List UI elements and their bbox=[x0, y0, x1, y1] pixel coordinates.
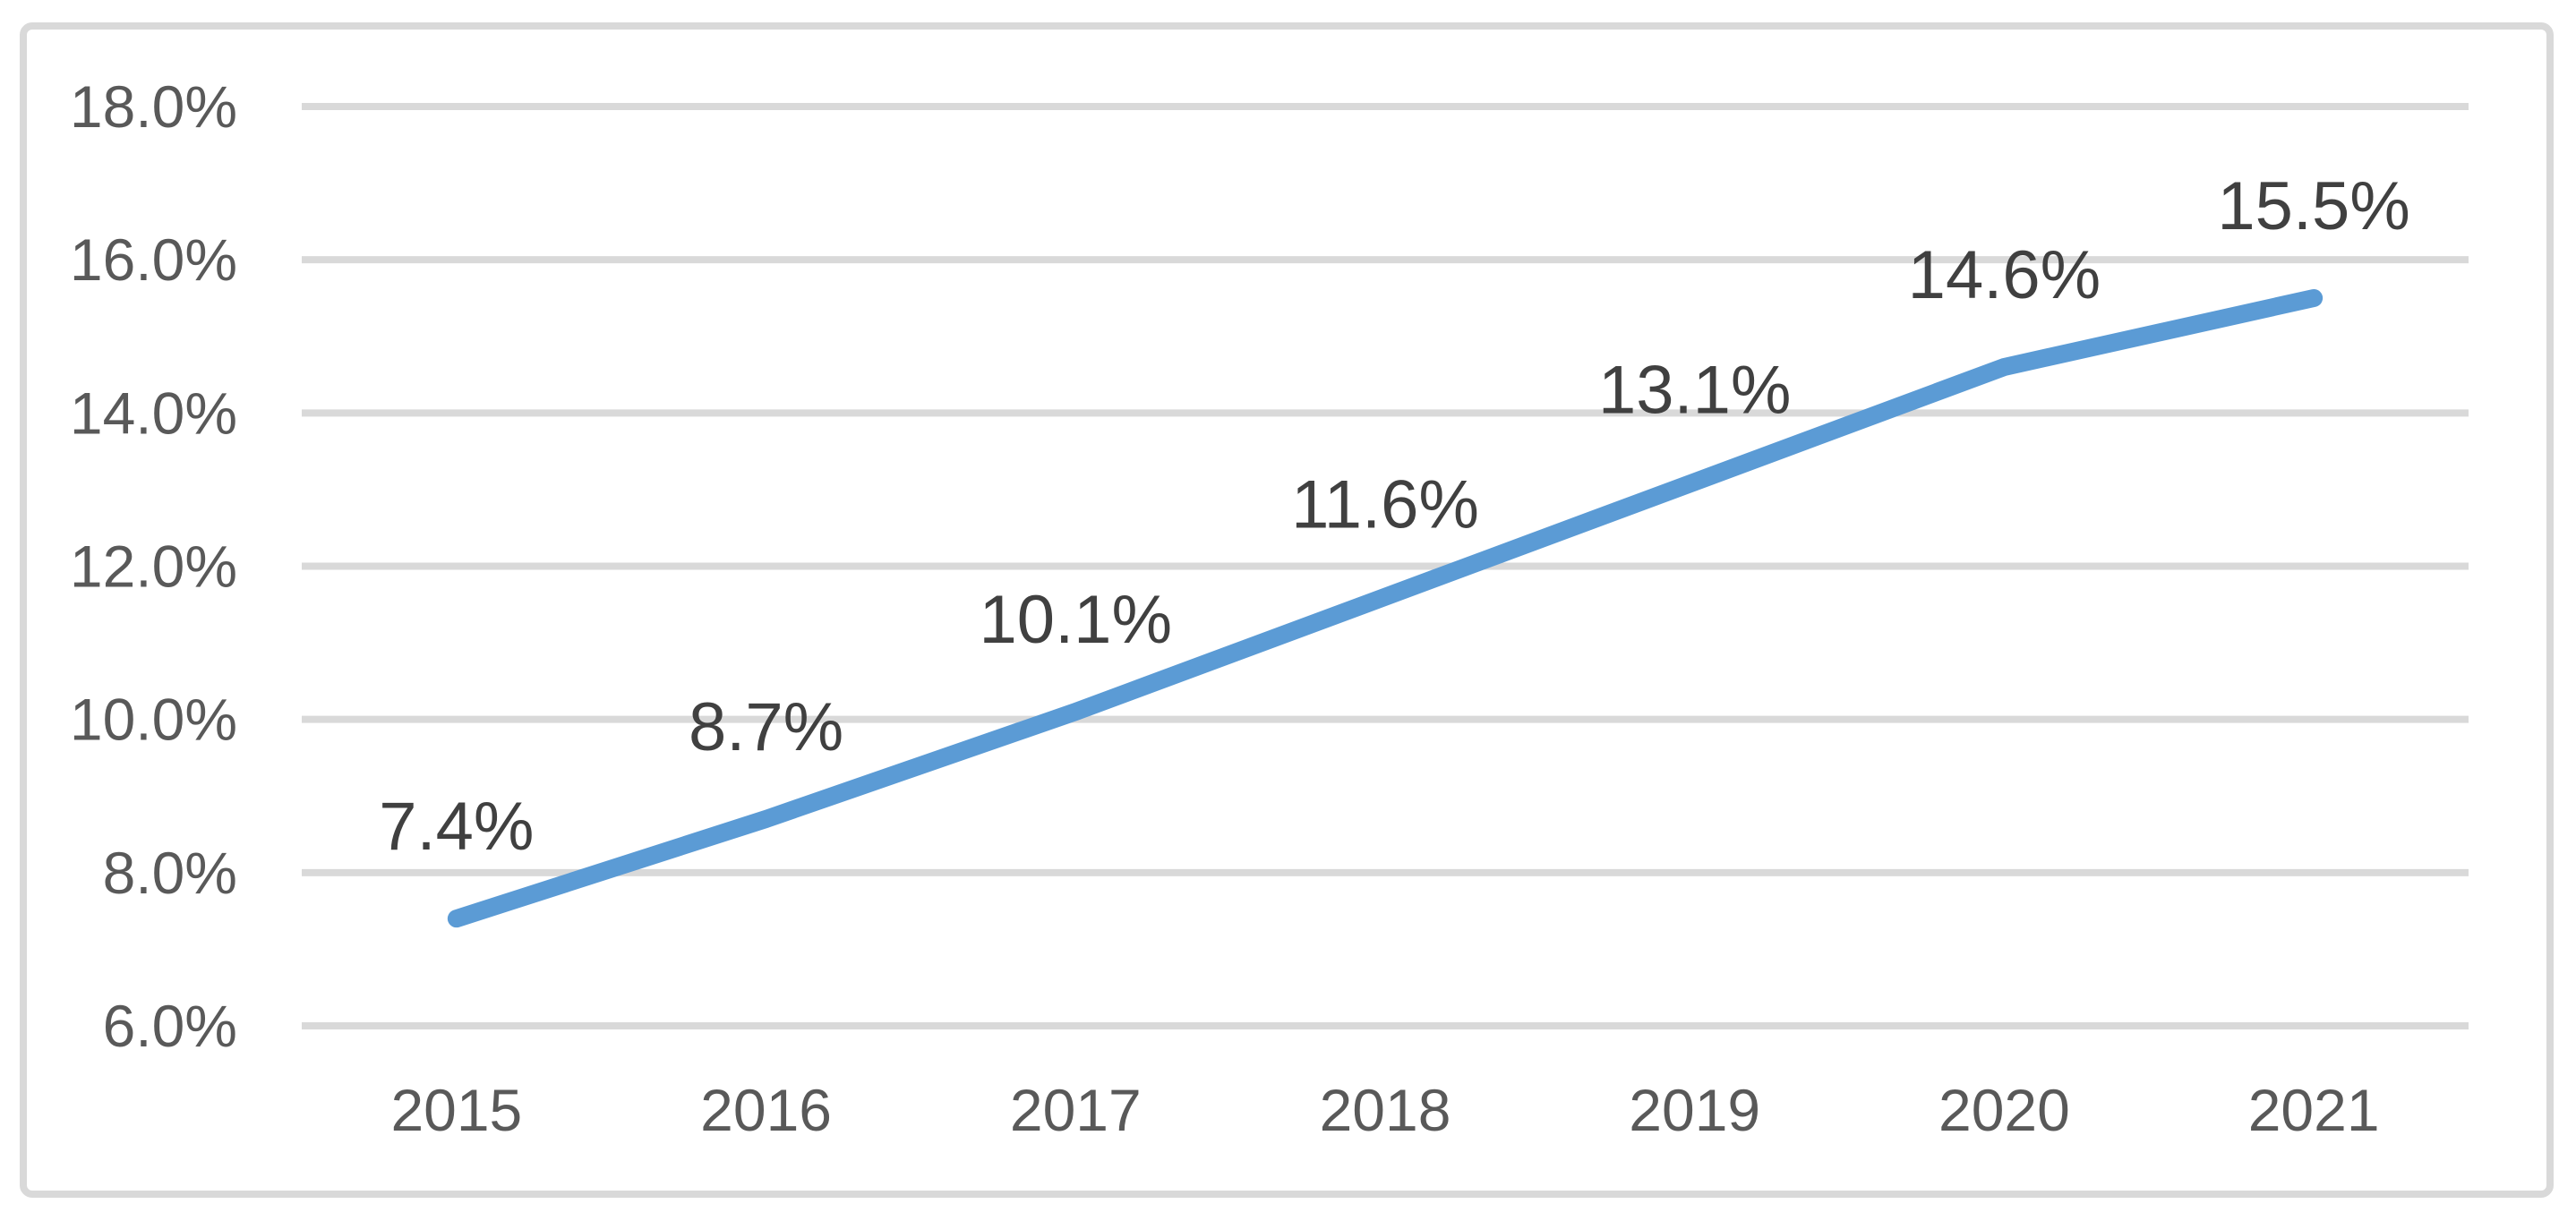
data-point-label: 10.1% bbox=[980, 582, 1173, 658]
y-axis-tick-label: 6.0% bbox=[103, 993, 237, 1059]
x-axis-tick-label: 2015 bbox=[390, 1077, 522, 1143]
data-series-line bbox=[447, 288, 2324, 928]
y-axis-tick-label: 18.0% bbox=[70, 73, 237, 140]
x-axis-tick-labels: 2015 2016 2017 2018 2019 2020 2021 bbox=[390, 1077, 2379, 1143]
x-axis-tick-label: 2016 bbox=[700, 1077, 832, 1143]
data-point-label: 11.6% bbox=[1291, 467, 1479, 543]
x-axis-tick-label: 2020 bbox=[1938, 1077, 2070, 1143]
data-point-label: 15.5% bbox=[2217, 168, 2410, 244]
y-axis-tick-label: 8.0% bbox=[103, 840, 237, 906]
y-axis-tick-labels: 18.0% 16.0% 14.0% 12.0% 10.0% 8.0% 6.0% bbox=[70, 73, 237, 1059]
data-point-label: 7.4% bbox=[379, 789, 534, 865]
x-axis-tick-label: 2019 bbox=[1629, 1077, 1760, 1143]
series-group bbox=[447, 288, 2324, 928]
gridlines-group bbox=[302, 103, 2469, 1029]
y-axis-tick-label: 10.0% bbox=[70, 687, 237, 753]
data-point-label: 8.7% bbox=[689, 689, 843, 765]
data-labels-group: 7.4% 8.7% 10.1% 11.6% 13.1% 14.6% 15.5% bbox=[379, 168, 2410, 865]
y-axis-tick-label: 16.0% bbox=[70, 226, 237, 293]
y-axis-tick-label: 12.0% bbox=[70, 534, 237, 600]
x-axis-tick-label: 2018 bbox=[1320, 1077, 1451, 1143]
x-axis-tick-label: 2021 bbox=[2248, 1077, 2380, 1143]
chart-border-frame bbox=[20, 22, 2554, 1198]
data-point-label: 14.6% bbox=[1908, 237, 2101, 313]
x-axis-tick-label: 2017 bbox=[1010, 1077, 1142, 1143]
y-axis-tick-label: 14.0% bbox=[70, 380, 237, 446]
data-point-label: 13.1% bbox=[1598, 352, 1792, 428]
